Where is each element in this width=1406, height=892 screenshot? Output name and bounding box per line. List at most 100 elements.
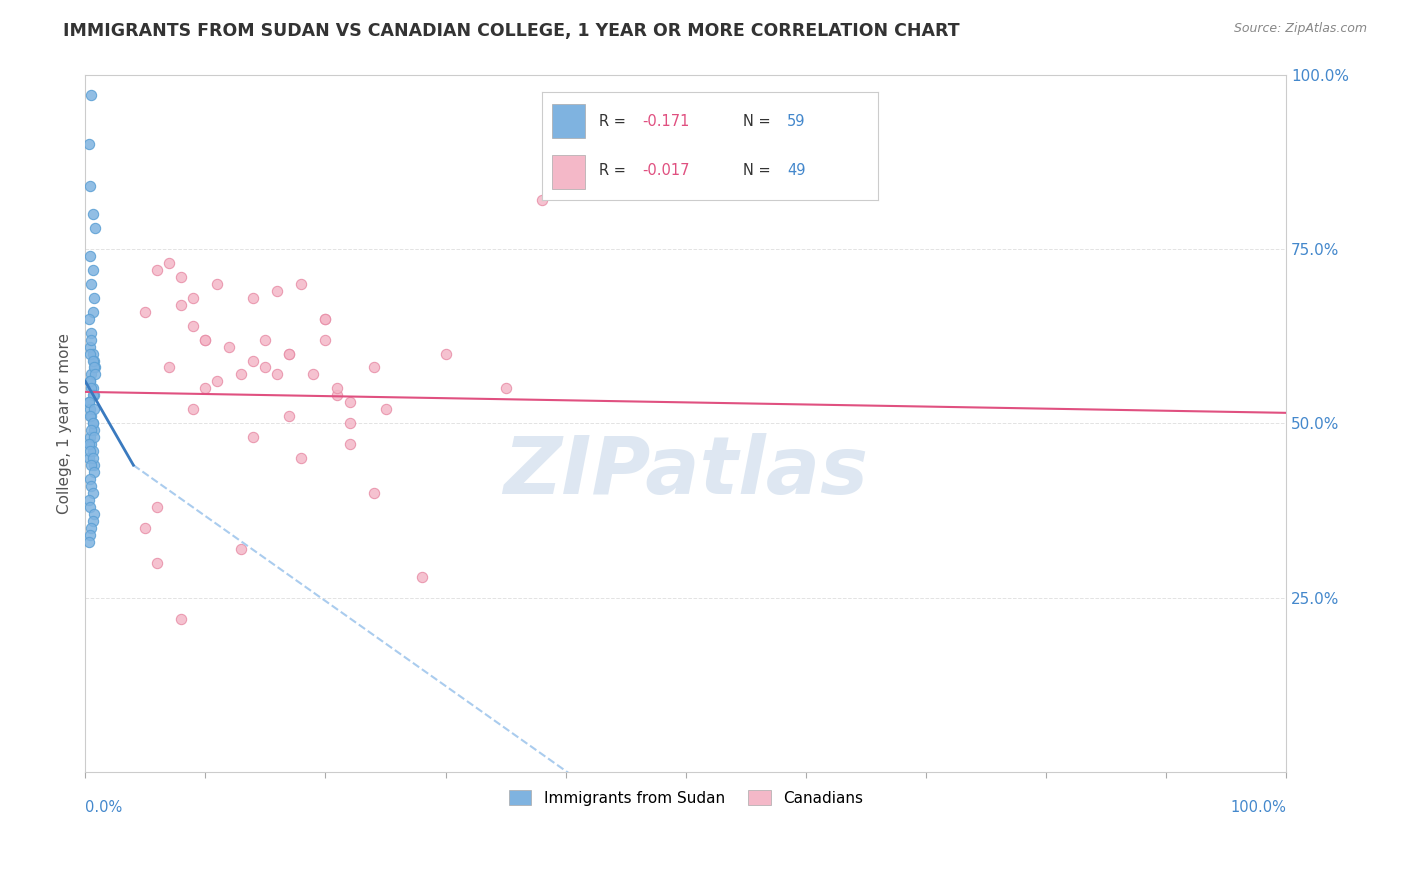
Point <box>83 423 105 437</box>
Point <box>79 346 101 360</box>
Point <box>82 514 104 528</box>
Point <box>302 368 325 382</box>
Point <box>79 444 101 458</box>
Point <box>79 340 101 354</box>
Point <box>339 437 361 451</box>
Y-axis label: College, 1 year or more: College, 1 year or more <box>58 333 72 514</box>
Point <box>79 472 101 486</box>
Point <box>254 360 277 375</box>
Point <box>82 444 104 458</box>
Point <box>339 417 361 431</box>
Point <box>183 318 205 333</box>
Point <box>231 368 253 382</box>
Point <box>278 409 301 424</box>
Point <box>80 333 103 347</box>
Point <box>79 375 101 389</box>
Point <box>207 375 229 389</box>
Point <box>146 263 169 277</box>
Point <box>146 556 169 570</box>
Point <box>77 493 100 508</box>
Point <box>207 277 229 291</box>
Point <box>77 137 100 152</box>
Point <box>170 269 193 284</box>
Point <box>82 263 104 277</box>
Point <box>326 381 349 395</box>
Point <box>82 486 104 500</box>
Point <box>254 333 277 347</box>
Text: 100.0%: 100.0% <box>1230 800 1286 815</box>
Point <box>77 534 100 549</box>
Point <box>84 221 107 235</box>
Point <box>194 333 217 347</box>
Point <box>266 368 288 382</box>
Point <box>80 479 103 493</box>
Point <box>77 437 100 451</box>
Point <box>363 360 385 375</box>
Point <box>315 311 337 326</box>
Point <box>80 423 103 437</box>
Point <box>411 570 433 584</box>
Point <box>339 395 361 409</box>
Point <box>170 298 193 312</box>
Point <box>83 465 105 479</box>
Point <box>79 430 101 444</box>
Point <box>79 409 101 424</box>
Point <box>290 451 312 466</box>
Point <box>83 353 105 368</box>
Point <box>194 381 217 395</box>
Point <box>77 395 100 409</box>
Point <box>83 430 105 444</box>
Point <box>83 388 105 402</box>
Point <box>79 402 101 417</box>
Point <box>242 430 264 444</box>
Text: 0.0%: 0.0% <box>86 800 122 815</box>
Point <box>80 368 103 382</box>
Point <box>266 284 288 298</box>
Point <box>183 402 205 417</box>
Point <box>495 381 517 395</box>
Point <box>77 311 100 326</box>
Point <box>315 333 337 347</box>
Point <box>82 207 104 221</box>
Point <box>80 381 103 395</box>
Point <box>82 381 104 395</box>
Point <box>83 507 105 521</box>
Point <box>218 340 240 354</box>
Point <box>170 612 193 626</box>
Point <box>315 311 337 326</box>
Point <box>84 360 107 375</box>
Point <box>157 360 180 375</box>
Point <box>80 409 103 424</box>
Point <box>374 402 396 417</box>
Point <box>79 179 101 194</box>
Point <box>363 486 385 500</box>
Point <box>134 521 156 535</box>
Point <box>80 277 103 291</box>
Point <box>278 346 301 360</box>
Point <box>530 193 553 207</box>
Point <box>434 346 457 360</box>
Point <box>77 451 100 466</box>
Legend: Immigrants from Sudan, Canadians: Immigrants from Sudan, Canadians <box>501 782 870 814</box>
Point <box>79 528 101 542</box>
Point <box>290 277 312 291</box>
Point <box>80 88 103 103</box>
Point <box>82 417 104 431</box>
Point <box>146 500 169 514</box>
Point <box>79 375 101 389</box>
Point <box>79 249 101 263</box>
Text: ZIPatlas: ZIPatlas <box>503 434 868 511</box>
Point <box>278 346 301 360</box>
Point <box>80 326 103 340</box>
Point <box>134 304 156 318</box>
Point <box>83 458 105 472</box>
Point <box>82 353 104 368</box>
Point <box>242 291 264 305</box>
Point <box>83 402 105 417</box>
Point <box>82 304 104 318</box>
Point <box>82 346 104 360</box>
Point <box>82 451 104 466</box>
Point <box>79 500 101 514</box>
Point <box>80 521 103 535</box>
Point <box>194 333 217 347</box>
